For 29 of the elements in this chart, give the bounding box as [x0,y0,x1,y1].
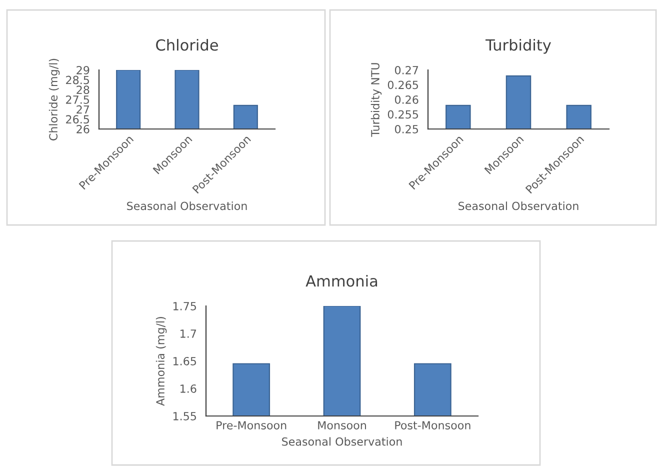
y-tick-label: 1.6 [180,384,196,393]
y-tick-label: 27 [76,105,90,114]
x-axis-title: Seasonal Observation [458,202,578,210]
x-tick-label: Post-Monsoon [395,421,470,430]
y-tick-label: 1.75 [173,302,196,310]
y-axis-title: Ammonia (mg/l) [156,317,167,406]
y-tick-label: 0.255 [388,110,418,119]
y-tick-label: 1.7 [180,330,196,338]
y-tick-label: 0.26 [394,95,418,104]
y-tick-label: 26 [76,124,90,134]
x-axis-title: Seasonal Observation [282,437,402,446]
x-tick-label: Pre-Monsoon [216,421,286,430]
y-tick-label: 0.265 [388,80,418,90]
chart-title: Turbidity [486,38,551,54]
y-axis-title: Turbidity NTU [370,63,382,137]
y-tick-label: 28.5 [66,76,89,84]
y-tick-label: 27.5 [66,95,89,104]
y-tick-label: 0.27 [394,66,418,74]
y-axis-title: Chloride (mg/l) [48,58,60,140]
y-tick-label: 29 [76,66,90,74]
x-tick-label: Monsoon [318,421,366,430]
chart-title: Ammonia [306,274,378,287]
chart-title: Chloride [156,38,218,51]
y-tick-label: 1.55 [173,412,196,420]
y-tick-label: 0.25 [394,124,418,134]
x-axis-title: Seasonal Observation [127,202,247,210]
y-tick-label: 1.65 [173,356,196,366]
y-tick-label: 26.5 [66,115,89,124]
y-tick-label: 28 [76,86,90,94]
